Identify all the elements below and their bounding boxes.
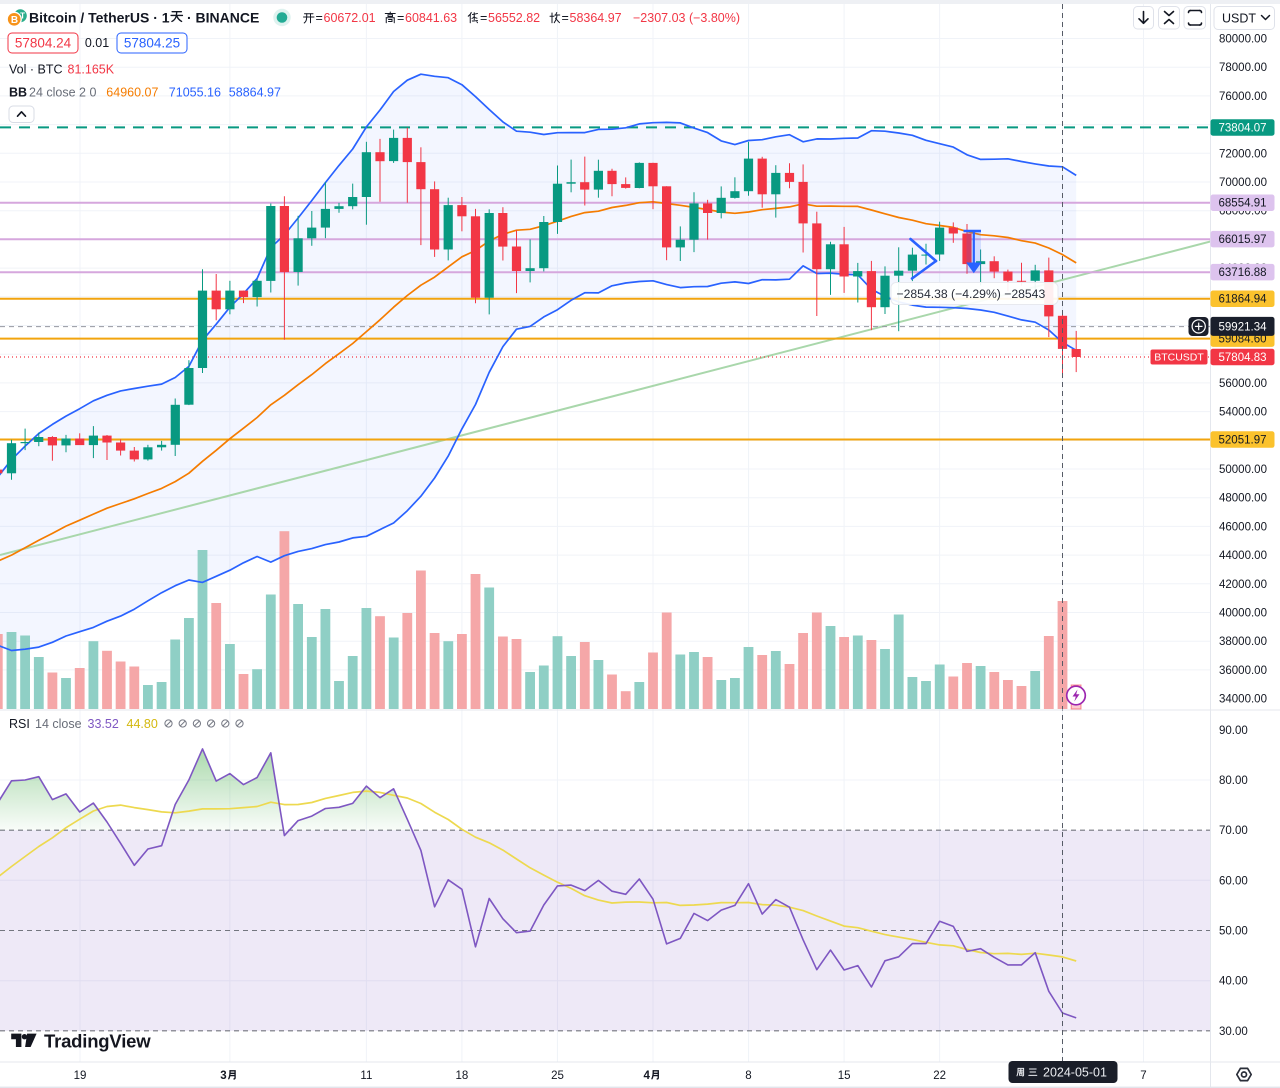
svg-text:30.00: 30.00 <box>1219 1026 1248 1038</box>
svg-text:Bitcoin / TetherUS · 1: Bitcoin / TetherUS · 1 <box>29 10 170 26</box>
svg-text:11: 11 <box>360 1070 372 1082</box>
svg-text:76000.00: 76000.00 <box>1219 91 1267 103</box>
svg-text:24 close 2 0: 24 close 2 0 <box>29 86 96 100</box>
svg-text:42000.00: 42000.00 <box>1219 579 1267 591</box>
svg-text:56552.82: 56552.82 <box>488 11 540 25</box>
svg-text:60841.63: 60841.63 <box>405 11 457 25</box>
svg-text:46000.00: 46000.00 <box>1219 521 1267 533</box>
svg-text:14 close: 14 close <box>35 717 82 731</box>
svg-text:58864.97: 58864.97 <box>229 86 281 100</box>
svg-text:15: 15 <box>838 1070 851 1082</box>
svg-text:40.00: 40.00 <box>1219 976 1248 988</box>
svg-text:60.00: 60.00 <box>1219 875 1248 887</box>
svg-text:BTCUSDT: BTCUSDT <box>1154 352 1204 364</box>
svg-text:8: 8 <box>745 1070 751 1082</box>
svg-text:22: 22 <box>933 1070 946 1082</box>
svg-text:66015.97: 66015.97 <box>1219 234 1267 246</box>
svg-text:57804.83: 57804.83 <box>1219 352 1267 364</box>
svg-text:RSI: RSI <box>9 717 30 731</box>
svg-text:3: 3 <box>220 1070 226 1082</box>
svg-text:33.52: 33.52 <box>88 717 119 731</box>
svg-text:T: T <box>20 12 25 21</box>
svg-text:25: 25 <box>551 1070 564 1082</box>
svg-text:78000.00: 78000.00 <box>1219 62 1267 74</box>
svg-text:34000.00: 34000.00 <box>1219 694 1267 706</box>
svg-text:90.00: 90.00 <box>1219 725 1248 737</box>
svg-text:18: 18 <box>456 1070 469 1082</box>
svg-text:50.00: 50.00 <box>1219 926 1248 938</box>
svg-text:0.01: 0.01 <box>85 36 109 50</box>
svg-text:54000.00: 54000.00 <box>1219 407 1267 419</box>
svg-text:71055.16: 71055.16 <box>169 86 221 100</box>
svg-text:−2307.03 (−3.80%): −2307.03 (−3.80%) <box>633 11 740 25</box>
svg-text:Vol · BTC: Vol · BTC <box>9 63 63 77</box>
svg-text:−2854.38 (−4.29%) −28543: −2854.38 (−4.29%) −28543 <box>897 287 1046 301</box>
svg-text:44.80: 44.80 <box>127 717 158 731</box>
svg-text:7: 7 <box>1140 1070 1146 1082</box>
svg-text:=: = <box>397 11 404 25</box>
svg-text:80000.00: 80000.00 <box>1219 34 1267 46</box>
svg-text:80.00: 80.00 <box>1219 775 1248 787</box>
svg-text:36000.00: 36000.00 <box>1219 665 1267 677</box>
svg-text:BB: BB <box>9 86 27 100</box>
svg-text:81.165K: 81.165K <box>68 63 115 77</box>
svg-text:63716.88: 63716.88 <box>1219 267 1267 279</box>
svg-text:=: = <box>316 11 323 25</box>
svg-text:57804.24: 57804.24 <box>15 36 72 51</box>
svg-text:4: 4 <box>644 1070 651 1082</box>
svg-text:57804.25: 57804.25 <box>124 36 180 51</box>
svg-text:59084.60: 59084.60 <box>1219 334 1267 346</box>
svg-text:52051.97: 52051.97 <box>1219 435 1267 447</box>
svg-text:73804.07: 73804.07 <box>1219 122 1267 134</box>
svg-text:38000.00: 38000.00 <box>1219 636 1267 648</box>
svg-text:60672.01: 60672.01 <box>324 11 376 25</box>
svg-text:44000.00: 44000.00 <box>1219 550 1267 562</box>
svg-text:40000.00: 40000.00 <box>1219 608 1267 620</box>
svg-text:70000.00: 70000.00 <box>1219 177 1267 189</box>
svg-text:59921.34: 59921.34 <box>1219 321 1268 333</box>
svg-text:=: = <box>562 11 569 25</box>
svg-text:56000.00: 56000.00 <box>1219 378 1267 390</box>
svg-text:2024-05-01: 2024-05-01 <box>1043 1066 1107 1080</box>
svg-text:=: = <box>480 11 487 25</box>
svg-text:USDT: USDT <box>1222 12 1256 26</box>
svg-text:68554.91: 68554.91 <box>1219 198 1267 210</box>
svg-text:64960.07: 64960.07 <box>106 86 158 100</box>
svg-text:TradingView: TradingView <box>44 1031 151 1052</box>
svg-text:61864.94: 61864.94 <box>1219 294 1268 306</box>
svg-text:72000.00: 72000.00 <box>1219 148 1267 160</box>
svg-text:B: B <box>11 15 18 26</box>
svg-text:50000.00: 50000.00 <box>1219 464 1267 476</box>
svg-text:48000.00: 48000.00 <box>1219 493 1267 505</box>
svg-text:58364.97: 58364.97 <box>570 11 622 25</box>
svg-text:· BINANCE: · BINANCE <box>187 10 259 26</box>
svg-text:70.00: 70.00 <box>1219 825 1248 837</box>
svg-text:19: 19 <box>74 1070 87 1082</box>
